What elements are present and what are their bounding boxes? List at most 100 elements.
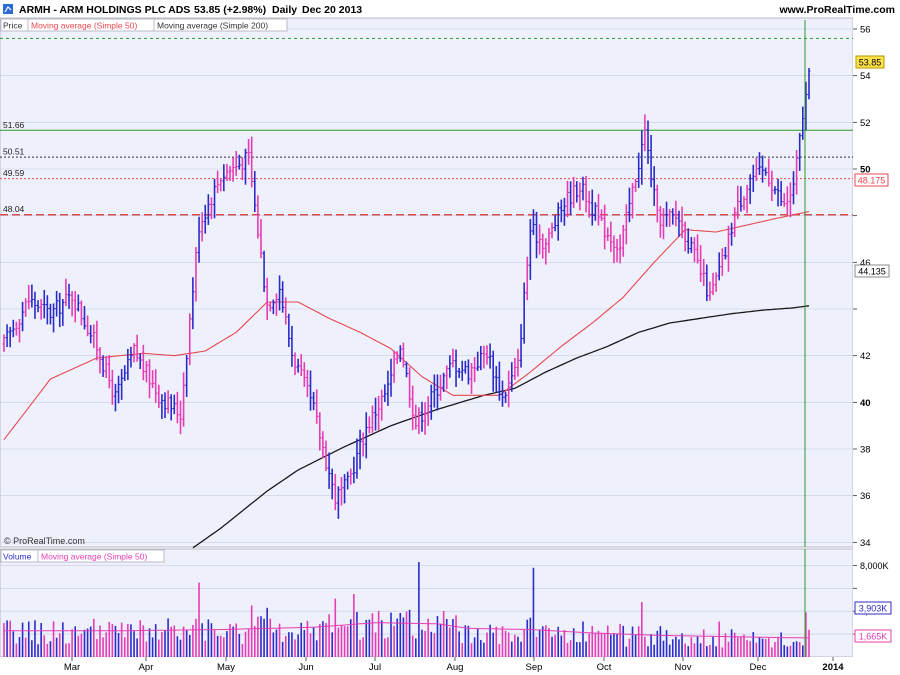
price-bar <box>770 170 774 202</box>
price-bar <box>572 176 576 208</box>
x-tick-label: Oct <box>597 662 612 673</box>
price-bar <box>451 348 455 368</box>
volume-ma-value: 1,665K <box>859 632 888 642</box>
price-bar <box>745 184 749 214</box>
site-label[interactable]: www.ProRealTime.com <box>778 4 895 16</box>
price-bar <box>544 238 548 265</box>
volume-ma-line <box>4 622 809 639</box>
price-bar <box>2 334 6 352</box>
price-bar <box>163 392 167 419</box>
price-bar <box>39 299 43 320</box>
price-bar <box>380 389 384 421</box>
price-bar <box>423 402 427 435</box>
x-tick-label: Aug <box>447 662 464 673</box>
price-bar <box>200 212 204 242</box>
price-bar <box>278 275 282 311</box>
price-bar <box>600 209 604 221</box>
price-bar <box>742 196 746 211</box>
price-bar <box>507 370 511 408</box>
sma50-value: 48.175 <box>858 176 886 186</box>
price-bar <box>67 283 71 309</box>
price-bar <box>324 440 328 472</box>
price-bar <box>668 209 672 227</box>
price-bar <box>89 325 93 344</box>
price-bar <box>655 184 659 223</box>
price-bar <box>107 355 111 389</box>
price-bar <box>206 194 210 225</box>
price-bar <box>612 235 616 264</box>
price-bar <box>457 368 461 379</box>
price-bar <box>95 320 99 361</box>
price-bar <box>27 284 31 310</box>
price-bar <box>776 178 780 207</box>
price-bar <box>618 234 622 264</box>
price-bar <box>395 351 399 365</box>
level-label: 51.66 <box>3 120 25 130</box>
x-tick-label: Dec <box>750 662 767 673</box>
price-bar <box>736 185 740 220</box>
price-bar <box>55 291 59 317</box>
price-bar <box>708 281 712 301</box>
price-bar <box>448 355 452 378</box>
price-bar <box>339 476 343 506</box>
price-bar <box>274 293 278 316</box>
price-bar <box>154 369 158 403</box>
price-bar <box>175 391 179 424</box>
price-panel[interactable] <box>0 17 854 548</box>
price-bar <box>782 193 786 207</box>
price-bar <box>547 228 551 253</box>
price-bar <box>336 486 340 519</box>
price-bar <box>58 292 62 328</box>
price-bar <box>36 300 40 313</box>
price-bar <box>377 395 381 431</box>
price-bar <box>383 384 387 403</box>
price-bar <box>569 181 573 215</box>
price-bar <box>522 282 526 344</box>
price-bar <box>213 178 217 219</box>
y-tick-label: 42 <box>860 351 871 362</box>
x-tick-label: 2014 <box>822 662 844 673</box>
price-bar <box>52 303 56 333</box>
y-tick-label: 52 <box>860 118 871 129</box>
price-bar <box>466 359 470 385</box>
volume-panel[interactable] <box>0 548 854 658</box>
price-bar <box>33 291 37 319</box>
price-bar <box>48 303 52 325</box>
price-bar <box>386 370 390 406</box>
x-tick-label: Nov <box>675 662 692 673</box>
price-bar <box>640 130 644 185</box>
price-bar <box>575 181 579 203</box>
price-bar <box>531 209 535 236</box>
price-bar <box>182 372 186 427</box>
price-bar <box>792 171 796 205</box>
price-bar <box>519 323 523 368</box>
price-bar <box>197 216 201 263</box>
last-price-tag: 53.85 <box>855 55 885 69</box>
price-bar <box>593 202 597 221</box>
price-bar <box>101 355 105 377</box>
x-tick-label: May <box>217 662 235 673</box>
price-bar <box>754 157 758 182</box>
price-bar <box>262 250 266 293</box>
price-bar <box>513 357 517 380</box>
price-bar <box>578 182 582 211</box>
volume-y-tick-label: 8,000K <box>860 561 889 571</box>
price-bar <box>677 210 681 237</box>
price-axis <box>853 18 900 547</box>
price-bar <box>361 432 365 457</box>
price-bar <box>352 456 356 484</box>
price-bar <box>349 468 353 485</box>
price-bar <box>785 186 789 214</box>
price-bar <box>312 391 316 411</box>
x-tick-label: Sep <box>526 662 543 673</box>
price-bar <box>8 326 12 348</box>
price-bar <box>757 152 761 175</box>
watermark: © ProRealTime.com <box>4 536 85 546</box>
price-bar <box>98 347 102 374</box>
price-bar <box>327 452 331 489</box>
price-bar <box>631 182 635 219</box>
price-bar <box>104 356 108 378</box>
price-bar <box>801 106 805 140</box>
sma200-value: 44.135 <box>858 267 886 277</box>
price-bar <box>692 237 696 263</box>
